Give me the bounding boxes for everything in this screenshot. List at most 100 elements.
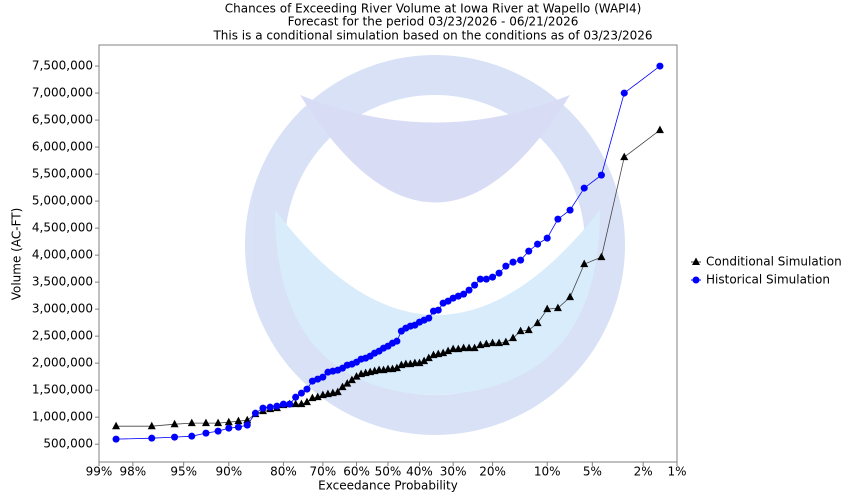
data-point [308,377,316,385]
y-axis-label: Volume (AC-FT) [10,208,24,301]
data-point [580,259,589,268]
data-point [517,256,525,264]
data-point [292,393,300,401]
y-tick-label: 5,500,000 [32,167,93,181]
data-point [224,417,233,426]
data-point [347,375,356,384]
x-tick-label: 70% [310,465,337,479]
data-point [509,333,518,342]
data-point [188,432,196,440]
y-tick-label: 7,500,000 [32,59,93,73]
legend-label: Historical Simulation [706,273,830,287]
legend-label: Conditional Simulation [706,255,842,269]
data-point [482,339,491,348]
data-point [482,275,490,283]
data-point [543,234,551,242]
data-point [597,252,606,261]
data-point [597,171,605,179]
data-point [655,125,664,134]
data-point [392,363,401,372]
data-point [225,424,233,432]
y-tick-label: 1,000,000 [32,410,93,424]
data-point [476,340,485,349]
chart-title: Chances of Exceeding River Volume at Iow… [225,2,642,16]
x-tick-label: 5% [583,465,602,479]
data-point [187,418,196,427]
data-point [112,421,121,430]
data-point [471,281,479,289]
y-tick-label: 1,500,000 [32,383,93,397]
x-tick-label: 60% [343,465,370,479]
x-tick-label: 40% [406,465,433,479]
data-point [319,373,327,381]
data-point [279,400,287,408]
data-point [266,403,274,411]
data-point [449,344,458,353]
data-point [201,418,210,427]
y-tick-label: 6,000,000 [32,140,93,154]
watermark-ring [245,55,625,435]
data-point [303,385,311,393]
data-point [234,416,243,425]
data-point [302,397,311,406]
data-point [516,326,525,335]
data-point [459,343,468,352]
x-tick-label: 50% [375,465,402,479]
chart-subtitle: Forecast for the period 03/23/2026 - 06/… [288,15,579,29]
x-axis-label: Exceedance Probability [318,479,458,493]
legend-marker [692,276,700,284]
data-point [343,379,352,387]
data-point [470,343,479,352]
data-point [202,429,210,437]
x-tick-label: 95% [170,465,197,479]
x-tick-label: 90% [215,465,242,479]
data-point [434,306,442,314]
data-point [620,89,628,97]
data-point [444,297,452,305]
x-tick-label: 30% [440,465,467,479]
y-tick-label: 2,000,000 [32,356,93,370]
data-point [553,303,562,312]
y-tick-label: 7,000,000 [32,86,93,100]
data-point [465,343,474,352]
y-tick-label: 3,500,000 [32,275,93,289]
data-point [112,435,120,443]
data-point [656,62,664,70]
y-tick-label: 500,000 [43,437,93,451]
data-point [393,337,401,345]
watermark-bird [300,95,570,203]
data-point [243,421,251,429]
watermark-wave [275,210,600,395]
data-point [489,273,497,281]
data-point [501,337,510,346]
data-point [566,292,575,301]
data-point [495,338,504,347]
x-tick-label: 98% [120,465,147,479]
data-point [620,152,629,161]
data-point [147,421,156,430]
data-point [488,338,497,347]
x-tick-label: 80% [270,465,297,479]
data-point [460,290,468,298]
data-point [297,389,305,397]
data-point [566,206,574,214]
x-tick-label: 10% [534,465,561,479]
data-point [454,292,462,300]
x-tick-label: 99% [86,465,113,479]
data-point [425,314,433,322]
watermark [245,55,625,435]
y-tick-label: 6,500,000 [32,113,93,127]
y-tick-label: 4,000,000 [32,248,93,262]
data-point [286,400,294,408]
y-tick-label: 2,500,000 [32,329,93,343]
data-point [502,262,510,270]
y-tick-label: 3,000,000 [32,302,93,316]
data-point [171,433,179,441]
data-point [273,402,281,410]
data-point [439,348,448,357]
data-point [234,423,242,431]
data-point [214,427,222,435]
data-point [525,247,533,255]
data-point [251,409,259,417]
